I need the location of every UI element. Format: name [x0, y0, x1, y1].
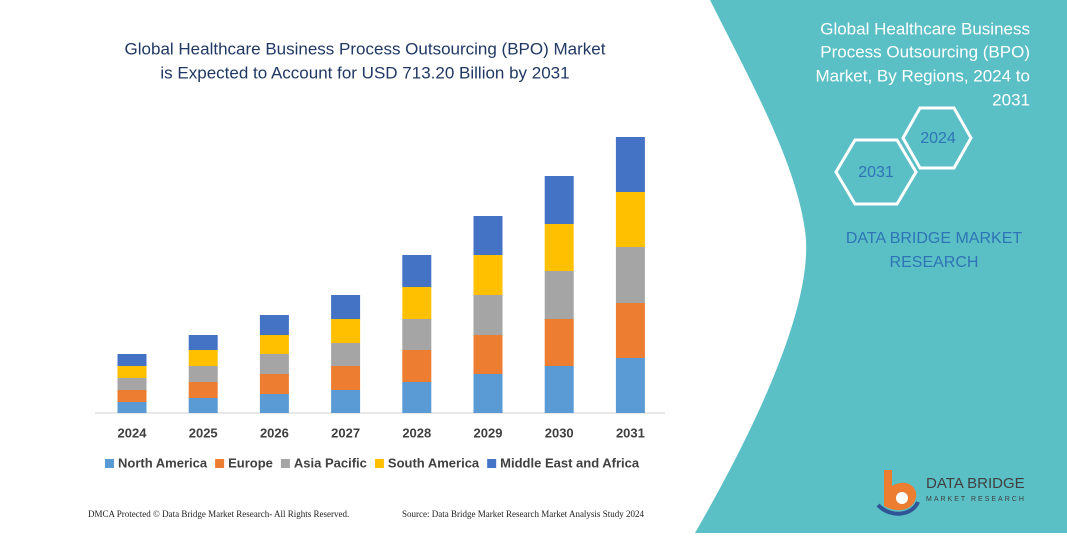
- bar-segment: [188, 382, 218, 398]
- legend-swatch: [105, 459, 114, 468]
- title: is Expected to Account for USD 713.20 Bi…: [160, 63, 569, 82]
- x-tick-label: 2028: [402, 425, 431, 440]
- bar-segment: [331, 343, 361, 366]
- bar-segment: [402, 255, 432, 287]
- x-tick-label: 2024: [118, 425, 148, 440]
- bar-segment: [259, 354, 289, 374]
- company-name: DATA BRIDGE MARKET: [846, 230, 1023, 247]
- bar-segment: [544, 366, 574, 413]
- bar-segment: [331, 295, 361, 319]
- logo-icon: [876, 500, 920, 516]
- panel-heading: Process Outsourcing (BPO): [820, 42, 1030, 61]
- bar-segment: [402, 287, 432, 319]
- legend-label: North America: [118, 455, 208, 470]
- panel-background: [695, 0, 1067, 533]
- x-tick-label: 2025: [189, 425, 218, 440]
- hex-label: 2031: [858, 164, 894, 181]
- legend-swatch: [280, 459, 290, 468]
- bar-segment: [473, 295, 503, 335]
- bar-segment: [615, 137, 645, 192]
- x-tick-label: 2029: [474, 425, 503, 440]
- footer-note: DMCA Protected © Data Bridge Market Rese…: [88, 509, 349, 519]
- legend-label: South America: [388, 455, 480, 470]
- logo: DATA BRIDGE MARKET RESEARCH: [876, 470, 1026, 516]
- bar-segment: [188, 398, 218, 413]
- panel-heading: 2031: [992, 90, 1030, 109]
- bar-segment: [402, 319, 432, 350]
- bar-segment: [259, 335, 289, 354]
- title: Global Healthcare Business Process Outso…: [125, 39, 606, 58]
- bar-segment: [259, 315, 289, 335]
- legend-label: Europe: [228, 455, 273, 470]
- logo-icon: [884, 470, 917, 511]
- x-tick-label: 2030: [545, 425, 574, 440]
- company-name: RESEARCH: [890, 254, 979, 271]
- legend-label: Middle East and Africa: [500, 455, 640, 470]
- bar-segment: [402, 350, 432, 382]
- x-tick-label: 2027: [331, 425, 360, 440]
- bar-segment: [473, 255, 503, 295]
- bar-segment: [615, 303, 645, 358]
- bar-segment: [544, 176, 574, 224]
- logo-tagline: MARKET RESEARCH: [926, 496, 1026, 503]
- bar-segment: [544, 224, 574, 271]
- bar-segment: [473, 335, 503, 374]
- bar-segment: [331, 319, 361, 343]
- legend-swatch: [374, 459, 384, 468]
- bar-segment: [259, 374, 289, 394]
- legend-label: Asia Pacific: [294, 455, 367, 470]
- panel-heading: Global Healthcare Business: [820, 19, 1030, 38]
- bar-segment: [331, 366, 361, 390]
- bar-segment: [188, 350, 218, 366]
- bar-segment: [473, 216, 503, 255]
- x-tick-label: 2026: [260, 425, 289, 440]
- bar-segment: [117, 402, 147, 413]
- bar-segment: [615, 192, 645, 247]
- bar-segment: [259, 394, 289, 413]
- bar-segment: [188, 366, 218, 382]
- bar-segment: [544, 319, 574, 366]
- bar-segment: [188, 335, 218, 350]
- bar-segment: [615, 247, 645, 303]
- bar-segment: [402, 382, 432, 413]
- x-tick-label: 2031: [616, 425, 645, 440]
- panel-heading: Market, By Regions, 2024 to: [815, 66, 1030, 85]
- hex-label: 2024: [920, 130, 956, 147]
- bar-segment: [615, 358, 645, 413]
- bar-segment: [117, 354, 147, 366]
- bar-segment: [117, 378, 147, 390]
- logo-name: DATA BRIDGE: [926, 475, 1025, 492]
- hexagon: [901, 106, 973, 170]
- logo-icon: [896, 492, 908, 504]
- footer-source: Source: Data Bridge Market Research Mark…: [402, 509, 644, 519]
- bar-segment: [544, 271, 574, 319]
- bar-segment: [473, 374, 503, 413]
- legend-swatch: [215, 459, 225, 468]
- bar-segment: [117, 366, 147, 378]
- legend-swatch: [487, 459, 497, 468]
- bar-segment: [331, 390, 361, 413]
- bar-segment: [117, 390, 147, 402]
- hexagon: [834, 138, 918, 206]
